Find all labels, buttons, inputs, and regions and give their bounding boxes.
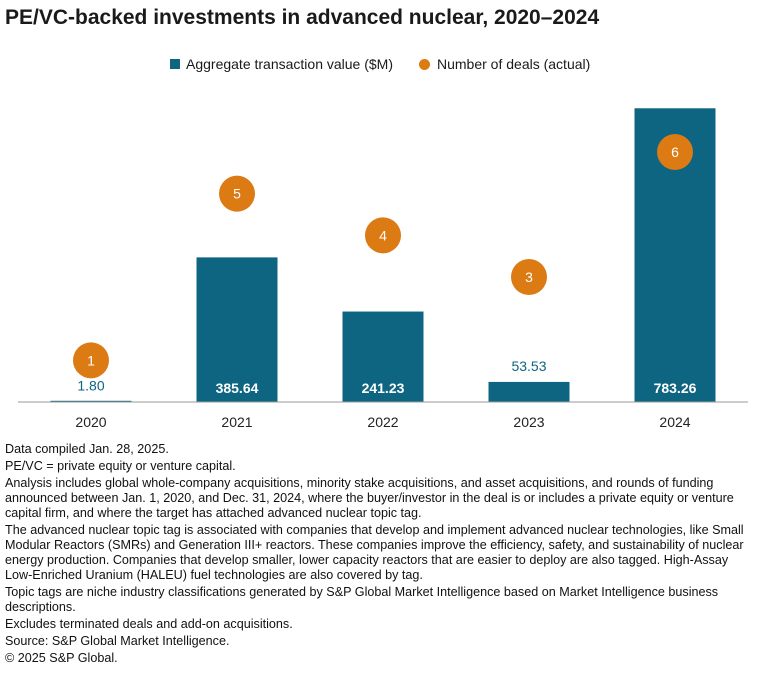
deal-count-label-2022: 4 [379, 227, 387, 243]
bar-2021 [196, 257, 278, 402]
note-topic-tag: The advanced nuclear topic tag is associ… [5, 523, 744, 582]
x-tick-label-2020: 2020 [75, 414, 106, 430]
bar-value-label-2023: 53.53 [511, 358, 546, 374]
legend-swatch-bar [170, 59, 180, 69]
bar-value-label-2020: 1.80 [77, 377, 104, 393]
deal-marker-2023 [511, 259, 547, 295]
note-source: Source: S&P Global Market Intelligence. [5, 634, 230, 648]
bar-chart: 1.80 2020 1 385.64 2021 5 241.23 2022 4 53.53 2023… [18, 108, 748, 430]
note-topic-tags-definition: Topic tags are niche industry classifica… [5, 585, 719, 614]
bar-value-label-2022: 241.23 [362, 380, 405, 396]
chart-title: PE/VC-backed investments in advanced nuc… [5, 6, 600, 29]
note-exclusions: Excludes terminated deals and add-on acq… [5, 617, 293, 631]
legend-item-deals: Number of deals (actual) [419, 56, 590, 72]
note-copyright: © 2025 S&P Global. [5, 651, 118, 665]
legend-label-transaction-value: Aggregate transaction value ($M) [186, 56, 393, 72]
chart-notes: Data compiled Jan. 28, 2025. PE/VC = pri… [5, 442, 757, 668]
deal-count-label-2020: 1 [87, 352, 95, 368]
deal-count-label-2021: 5 [233, 186, 241, 202]
deal-marker-2022 [365, 217, 401, 254]
chart-legend: Aggregate transaction value ($M) Number … [170, 56, 616, 72]
bar-2023 [488, 381, 570, 402]
bar-2020 [50, 400, 132, 402]
deal-count-label-2023: 3 [525, 269, 533, 285]
legend-item-transaction-value: Aggregate transaction value ($M) [170, 56, 393, 72]
note-pe-vc: PE/VC = private equity or venture capita… [5, 459, 236, 473]
deal-marker-2021 [219, 175, 255, 212]
legend-label-deals: Number of deals (actual) [437, 56, 591, 72]
legend-swatch-dot [419, 58, 430, 70]
deal-marker-2024 [657, 134, 693, 170]
deal-marker-2020 [73, 342, 109, 379]
note-compiled: Data compiled Jan. 28, 2025. [5, 442, 169, 456]
x-tick-label-2022: 2022 [367, 414, 398, 430]
bar-2022 [342, 311, 424, 402]
x-tick-label-2021: 2021 [221, 414, 252, 430]
deal-count-label-2024: 6 [671, 144, 679, 160]
bar-value-label-2024: 783.26 [654, 380, 697, 396]
note-analysis: Analysis includes global whole-company a… [5, 476, 734, 520]
x-tick-label-2023: 2023 [513, 414, 544, 430]
bar-value-label-2021: 385.64 [216, 380, 259, 396]
x-tick-label-2024: 2024 [659, 414, 690, 430]
